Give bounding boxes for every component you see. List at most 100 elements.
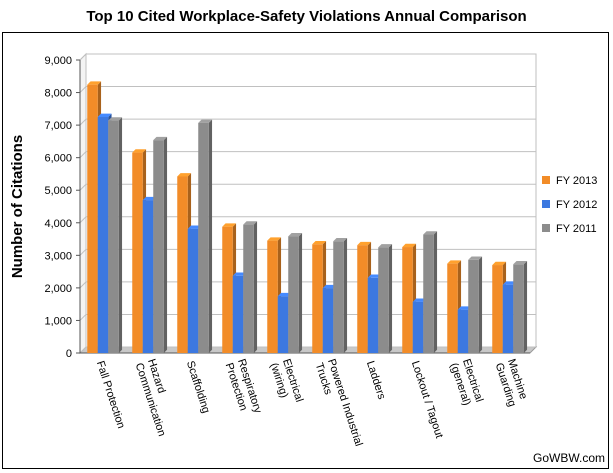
bar <box>513 264 524 353</box>
chart-title: Top 10 Cited Workplace-Safety Violations… <box>86 8 527 25</box>
bar <box>108 120 119 353</box>
bar-top <box>288 233 303 237</box>
bar-top <box>87 81 102 85</box>
legend-swatch <box>542 176 550 184</box>
bar-top <box>502 281 517 285</box>
bar-top <box>447 260 462 264</box>
legend-label: FY 2013 <box>556 175 597 187</box>
bar <box>357 245 368 353</box>
bar <box>97 116 109 353</box>
bar-side <box>433 231 438 353</box>
bar-side <box>523 260 528 353</box>
gridline <box>79 118 536 126</box>
y-tick-label: 9,000 <box>44 55 72 67</box>
bar-top <box>277 292 292 297</box>
bar-top <box>97 113 112 117</box>
bar-top <box>142 196 157 201</box>
plot-side-wall <box>79 52 87 355</box>
bar <box>312 244 323 353</box>
y-tick-label: 4,000 <box>44 218 72 230</box>
bar-top <box>468 256 483 260</box>
gridline <box>79 53 536 61</box>
bar <box>492 265 503 353</box>
bar-top <box>222 223 237 227</box>
bar <box>222 226 233 353</box>
legend-label: FY 2012 <box>556 199 597 211</box>
bar <box>502 284 514 353</box>
bar-top <box>367 274 382 278</box>
bar-top <box>513 260 528 265</box>
bar-side <box>118 117 123 353</box>
bar <box>277 296 289 353</box>
bar <box>153 140 164 353</box>
bar-side <box>208 119 213 353</box>
bar-top <box>333 237 348 242</box>
legend-swatch <box>542 200 550 208</box>
x-tick-label-line: Fall Protection <box>94 359 127 430</box>
bar-top <box>312 240 327 245</box>
bar-side <box>253 221 258 353</box>
y-tick-label: 8,000 <box>44 88 72 100</box>
bar <box>378 247 389 353</box>
gridline <box>79 183 536 191</box>
bar <box>367 277 379 353</box>
bar-top <box>153 136 168 141</box>
y-tick-label: 3,000 <box>44 250 72 262</box>
bar-top <box>108 117 123 121</box>
y-tick-label: 6,000 <box>44 153 72 165</box>
bar-top <box>492 261 507 266</box>
bar-top <box>378 244 393 248</box>
x-tick-label: Fall Protection <box>94 359 127 430</box>
x-tick-label-line: Scaffolding <box>184 359 212 414</box>
bar <box>132 152 143 353</box>
gridline <box>79 86 536 93</box>
bar-top <box>198 119 213 123</box>
y-tick-label: 5,000 <box>44 185 72 197</box>
bar <box>198 122 209 353</box>
x-tick-label-line: Ladders <box>364 359 388 401</box>
bar-top <box>357 241 372 246</box>
bar-side <box>298 233 303 353</box>
y-axis-label: Number of Citations <box>9 135 26 278</box>
bar <box>243 224 254 353</box>
bar <box>267 240 278 353</box>
x-tick-label: Scaffolding <box>184 359 212 414</box>
bar <box>412 301 424 353</box>
bar-top <box>402 243 417 248</box>
x-tick-label-line: Powered Industrial <box>325 357 365 447</box>
bar <box>142 200 154 353</box>
x-tick-label: Ladders <box>364 359 388 401</box>
legend-label: FY 2011 <box>556 223 597 235</box>
y-tick-label: 2,000 <box>44 283 72 295</box>
gridline <box>79 216 536 224</box>
bar-side <box>343 237 348 353</box>
bar-side <box>478 256 483 353</box>
bar <box>333 241 344 353</box>
bar <box>457 309 469 353</box>
bar <box>187 228 199 353</box>
bar <box>87 84 98 354</box>
bar <box>402 247 413 353</box>
x-tick-label-line: Lockout / Tagout <box>409 359 445 439</box>
y-tick-label: 0 <box>66 348 72 360</box>
bar <box>468 259 479 353</box>
bar-top <box>423 231 438 235</box>
gridline <box>79 151 536 159</box>
bar-side <box>163 136 168 353</box>
x-tick-label: Electrical(wiring) <box>268 357 306 403</box>
bar <box>177 176 188 353</box>
bar <box>322 288 334 353</box>
bar-top <box>132 149 147 153</box>
bar-top <box>412 298 427 302</box>
y-tick-label: 7,000 <box>44 120 72 132</box>
bar-top <box>232 272 247 276</box>
x-tick-label: Electrical(general) <box>448 357 486 407</box>
bar-top <box>243 221 258 225</box>
legend-swatch <box>542 224 550 232</box>
bar <box>447 263 458 353</box>
bar-top <box>187 225 202 229</box>
